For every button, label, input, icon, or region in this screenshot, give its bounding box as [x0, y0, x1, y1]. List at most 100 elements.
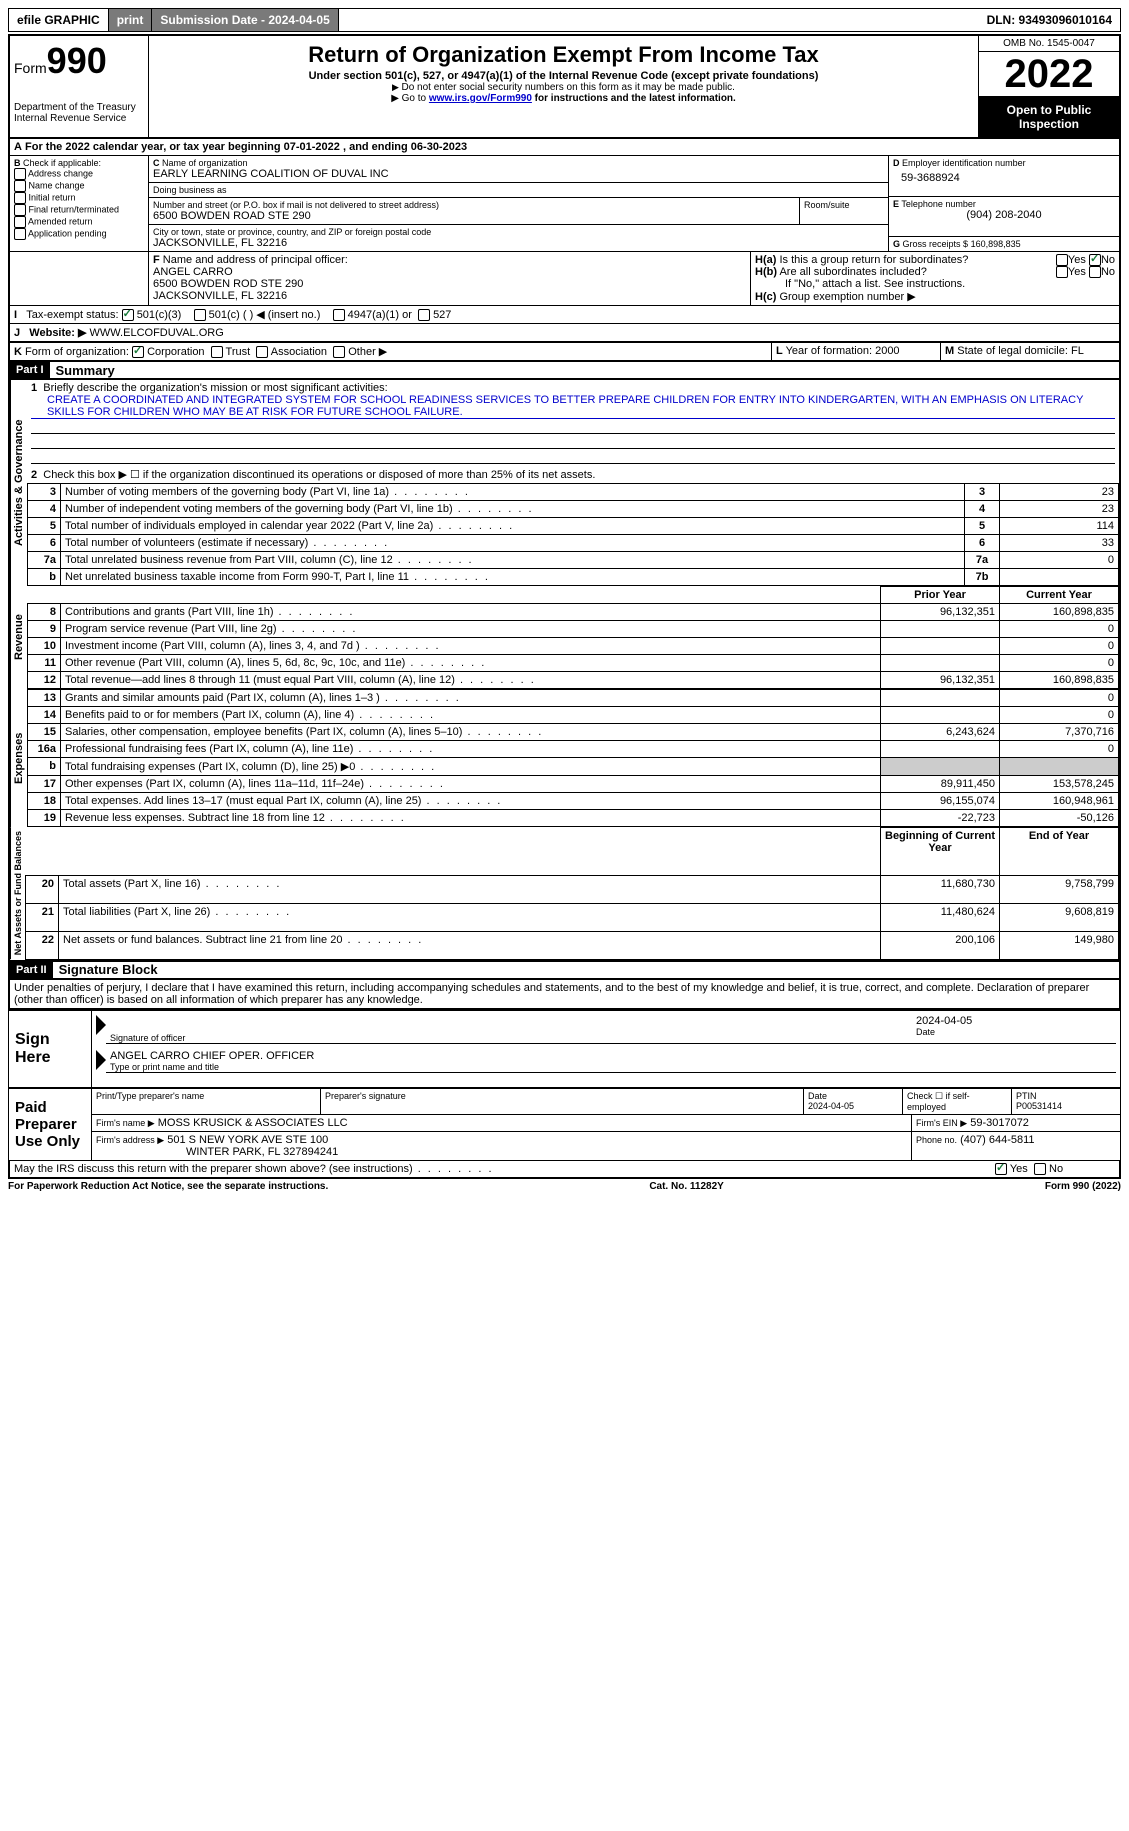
line-val: 23	[1000, 484, 1119, 501]
summary-governance: Activities & Governance 1 Briefly descri…	[8, 380, 1121, 586]
current-val: -50,126	[1000, 810, 1119, 827]
i-527[interactable]	[418, 309, 430, 321]
efile-label: efile GRAPHIC	[9, 9, 109, 31]
line-num: 10	[28, 638, 61, 655]
ha-label: Is this a group return for subordinates?	[779, 254, 968, 266]
line-num: 8	[28, 604, 61, 621]
summary-revenue: Revenue Prior Year Current Year8 Contrib…	[8, 586, 1121, 689]
b-label: Check if applicable:	[23, 158, 101, 168]
line-text: Total liabilities (Part X, line 26)	[59, 903, 881, 931]
line-val: 23	[1000, 501, 1119, 518]
checkbox-initial-return[interactable]	[14, 192, 26, 204]
prior-val: 96,155,074	[881, 793, 1000, 810]
line-a: A For the 2022 calendar year, or tax yea…	[8, 139, 1121, 156]
line-num: 19	[28, 810, 61, 827]
line-num: 3	[28, 484, 61, 501]
self-employed-label: Check ☐ if self-employed	[903, 1089, 1012, 1114]
b-opt-1: Name change	[29, 180, 85, 190]
k-opt3: Other ▶	[348, 346, 387, 358]
prep-name-label: Print/Type preparer's name	[92, 1089, 321, 1114]
prior-val: 96,132,351	[881, 604, 1000, 621]
i-501c[interactable]	[194, 309, 206, 321]
part2-header: Part II Signature Block	[8, 962, 1121, 980]
note2-pre: Go to	[402, 93, 429, 104]
i-4947[interactable]	[333, 309, 345, 321]
line-num: b	[28, 569, 61, 586]
irs-link[interactable]: www.irs.gov/Form990	[429, 93, 532, 104]
line-text: Professional fundraising fees (Part IX, …	[61, 741, 881, 758]
line-num: 12	[28, 672, 61, 689]
checkbox-name-change[interactable]	[14, 180, 26, 192]
firm-addr-label: Firm's address ▶	[96, 1135, 164, 1145]
arrow-icon	[96, 1050, 106, 1070]
prior-val: 96,132,351	[881, 672, 1000, 689]
line-box: 7a	[965, 552, 1000, 569]
line-text: Total revenue—add lines 8 through 11 (mu…	[61, 672, 881, 689]
dept-label: Department of the Treasury Internal Reve…	[14, 102, 144, 124]
prior-val: 6,243,624	[881, 724, 1000, 741]
a-pre: For the 2022 calendar year, or tax year …	[25, 141, 284, 153]
checkbox-app-pending[interactable]	[14, 228, 26, 240]
org-city: JACKSONVILLE, FL 32216	[153, 237, 884, 249]
print-button[interactable]: print	[109, 9, 153, 31]
line-num: 17	[28, 776, 61, 793]
summary-netassets: Net Assets or Fund Balances Beginning of…	[8, 827, 1121, 961]
footer-left: For Paperwork Reduction Act Notice, see …	[8, 1181, 328, 1192]
i-opt3: 4947(a)(1) or	[348, 309, 412, 321]
top-toolbar: efile GRAPHIC print Submission Date - 20…	[8, 8, 1121, 32]
line-text: Net assets or fund balances. Subtract li…	[59, 931, 881, 959]
current-val: 160,948,961	[1000, 793, 1119, 810]
c-name-label: Name of organization	[162, 158, 248, 168]
line-num: 11	[28, 655, 61, 672]
year-formation: 2000	[875, 345, 899, 357]
line-text: Total number of individuals employed in …	[61, 518, 965, 535]
form-note2: ▶ Go to www.irs.gov/Form990 for instruct…	[153, 93, 974, 104]
line-num: 22	[26, 931, 59, 959]
i-501c3[interactable]	[122, 309, 134, 321]
line-text: Contributions and grants (Part VIII, lin…	[61, 604, 881, 621]
firm-ein: 59-3017072	[970, 1117, 1029, 1129]
k-assoc[interactable]	[256, 346, 268, 358]
k-other[interactable]	[333, 346, 345, 358]
k-corp[interactable]	[132, 346, 144, 358]
line-num: 4	[28, 501, 61, 518]
gross-receipts: 160,898,835	[971, 239, 1021, 249]
gov-table: 3 Number of voting members of the govern…	[27, 483, 1119, 586]
discuss-yes[interactable]	[995, 1163, 1007, 1175]
discuss-text: May the IRS discuss this return with the…	[10, 1161, 991, 1177]
current-val: 0	[1000, 690, 1119, 707]
rev-table: Prior Year Current Year8 Contributions a…	[27, 586, 1119, 689]
no-label: No	[1101, 254, 1115, 266]
prior-val: 89,911,450	[881, 776, 1000, 793]
form-note1: Do not enter social security numbers on …	[153, 82, 974, 93]
hb-no[interactable]	[1089, 266, 1101, 278]
prior-val: 11,680,730	[881, 875, 1000, 903]
exp-table: 13 Grants and similar amounts paid (Part…	[27, 689, 1119, 827]
col-header: Current Year	[1000, 587, 1119, 604]
section-b: B Check if applicable: Address change Na…	[10, 156, 149, 251]
a-end: 06-30-2023	[411, 141, 467, 153]
form-num: 990	[47, 40, 107, 81]
prior-val	[881, 690, 1000, 707]
i-opt4: 527	[433, 309, 451, 321]
tab-revenue: Revenue	[10, 586, 27, 689]
yes3: Yes	[1010, 1163, 1028, 1175]
k-trust[interactable]	[211, 346, 223, 358]
line-text: Other revenue (Part VIII, column (A), li…	[61, 655, 881, 672]
checkbox-address-change[interactable]	[14, 168, 26, 180]
line-text: Total assets (Part X, line 16)	[59, 875, 881, 903]
firm-phone-label: Phone no.	[916, 1135, 957, 1145]
ha-no[interactable]	[1089, 254, 1101, 266]
ha-yes[interactable]	[1056, 254, 1068, 266]
l-label: Year of formation:	[786, 345, 872, 357]
hb-yes[interactable]	[1056, 266, 1068, 278]
prior-val	[881, 741, 1000, 758]
checkbox-amended[interactable]	[14, 216, 26, 228]
e-label: Telephone number	[901, 199, 976, 209]
part1-label: Part I	[10, 362, 50, 378]
discuss-no[interactable]	[1034, 1163, 1046, 1175]
line-num: 16a	[28, 741, 61, 758]
current-val: 0	[1000, 638, 1119, 655]
line-text: Total expenses. Add lines 13–17 (must eq…	[61, 793, 881, 810]
checkbox-final-return[interactable]	[14, 204, 26, 216]
